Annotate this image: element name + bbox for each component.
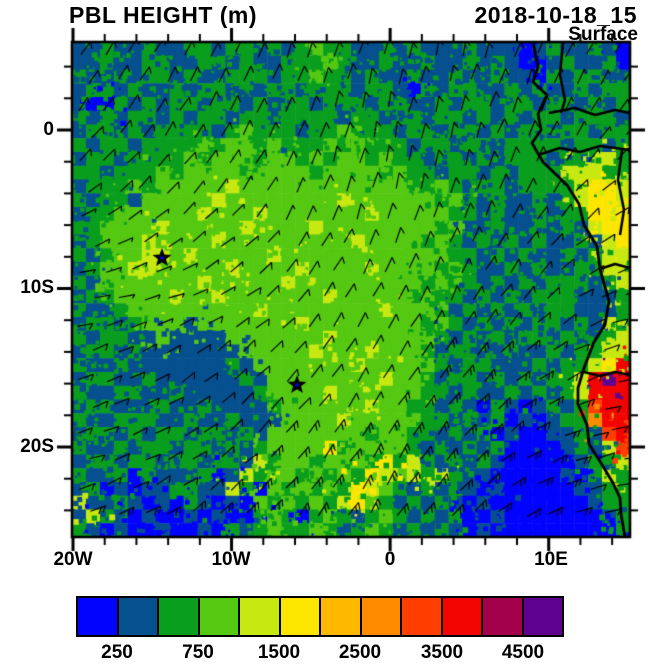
colorbar-cell	[240, 598, 281, 635]
level-label: Surface	[568, 24, 638, 45]
colorbar-cell	[118, 598, 159, 635]
plot-title: PBL HEIGHT (m)	[69, 2, 258, 28]
y-tick-label-20s: 20S	[20, 436, 54, 457]
y-tick-label-10s: 10S	[20, 277, 54, 298]
x-tick-label-20w: 20W	[53, 549, 93, 570]
colorbar-cell	[159, 598, 200, 635]
x-tick-label-10w: 10W	[211, 549, 251, 570]
colorbar-cell	[321, 598, 362, 635]
colorbar-cell	[280, 598, 321, 635]
colorbar-cell	[78, 598, 119, 635]
colorbar-cell	[442, 598, 483, 635]
x-tick-label-0: 0	[384, 549, 396, 570]
colorbar-cell	[199, 598, 240, 635]
colorbar-cell	[523, 598, 562, 635]
colorbar-label-4500: 4500	[501, 642, 545, 663]
colorbar-label-250: 250	[101, 642, 133, 663]
colorbar-label-3500: 3500	[420, 642, 464, 663]
valid-time-label: 2018-10-18_15	[474, 2, 637, 28]
colorbar-label-1500: 1500	[257, 642, 301, 663]
colorbar-label-2500: 2500	[338, 642, 382, 663]
colorbar-cell	[483, 598, 524, 635]
x-tick-label-10e: 10E	[534, 549, 568, 570]
colorbar	[76, 596, 564, 637]
colorbar-label-750: 750	[182, 642, 214, 663]
y-tick-label-0: 0	[43, 119, 54, 140]
colorbar-cell	[402, 598, 443, 635]
colorbar-cell	[361, 598, 402, 635]
